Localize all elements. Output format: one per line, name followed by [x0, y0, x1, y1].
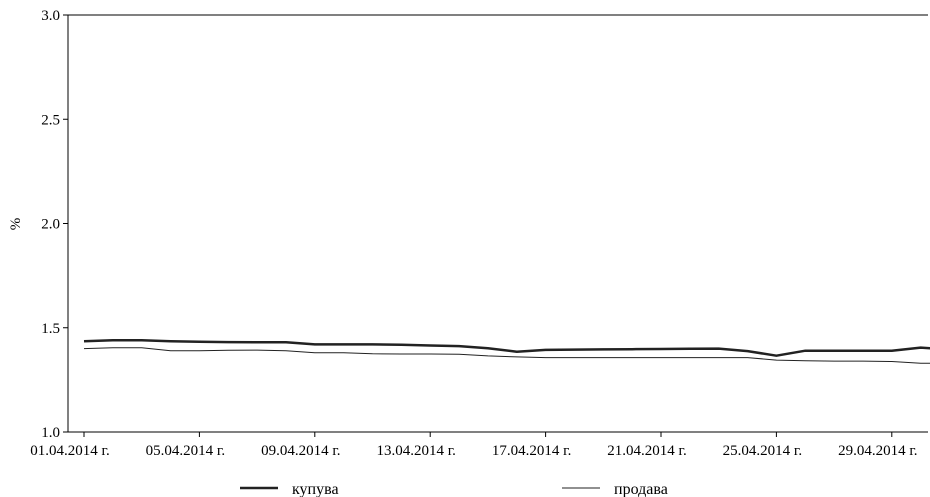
series-line-kupuva [83, 339, 930, 357]
x-tick-label: 01.04.2014 г. [30, 443, 109, 459]
series-line-prodava [83, 347, 930, 364]
series-lines [83, 339, 930, 364]
y-tick-label: 2.0 [41, 217, 60, 233]
y-tick-label: 3.0 [41, 8, 60, 24]
x-tick-label: 29.04.2014 г. [838, 443, 917, 459]
x-tick-label: 17.04.2014 г. [492, 443, 571, 459]
x-tick-label: 13.04.2014 г. [376, 443, 455, 459]
x-tick-label: 21.04.2014 г. [607, 443, 686, 459]
legend-label: продава [614, 481, 668, 497]
legend-label: купува [292, 481, 339, 497]
y-axis-label: % [8, 218, 24, 231]
y-axis-ticks: 1.0 1.5 2.0 2.5 3.0 [41, 8, 68, 441]
y-tick-label: 1.0 [41, 425, 60, 441]
x-axis-ticks: 01.04.2014 г. 05.04.2014 г. 09.04.2014 г. 1… [30, 432, 918, 459]
axes [67, 14, 928, 433]
x-tick-label: 09.04.2014 г. [261, 443, 340, 459]
x-tick-label: 25.04.2014 г. [723, 443, 802, 459]
y-tick-label: 1.5 [41, 321, 60, 337]
x-tick-label: 05.04.2014 г. [146, 443, 225, 459]
y-tick-label: 2.5 [41, 112, 60, 128]
legend: купува продава [240, 481, 668, 497]
